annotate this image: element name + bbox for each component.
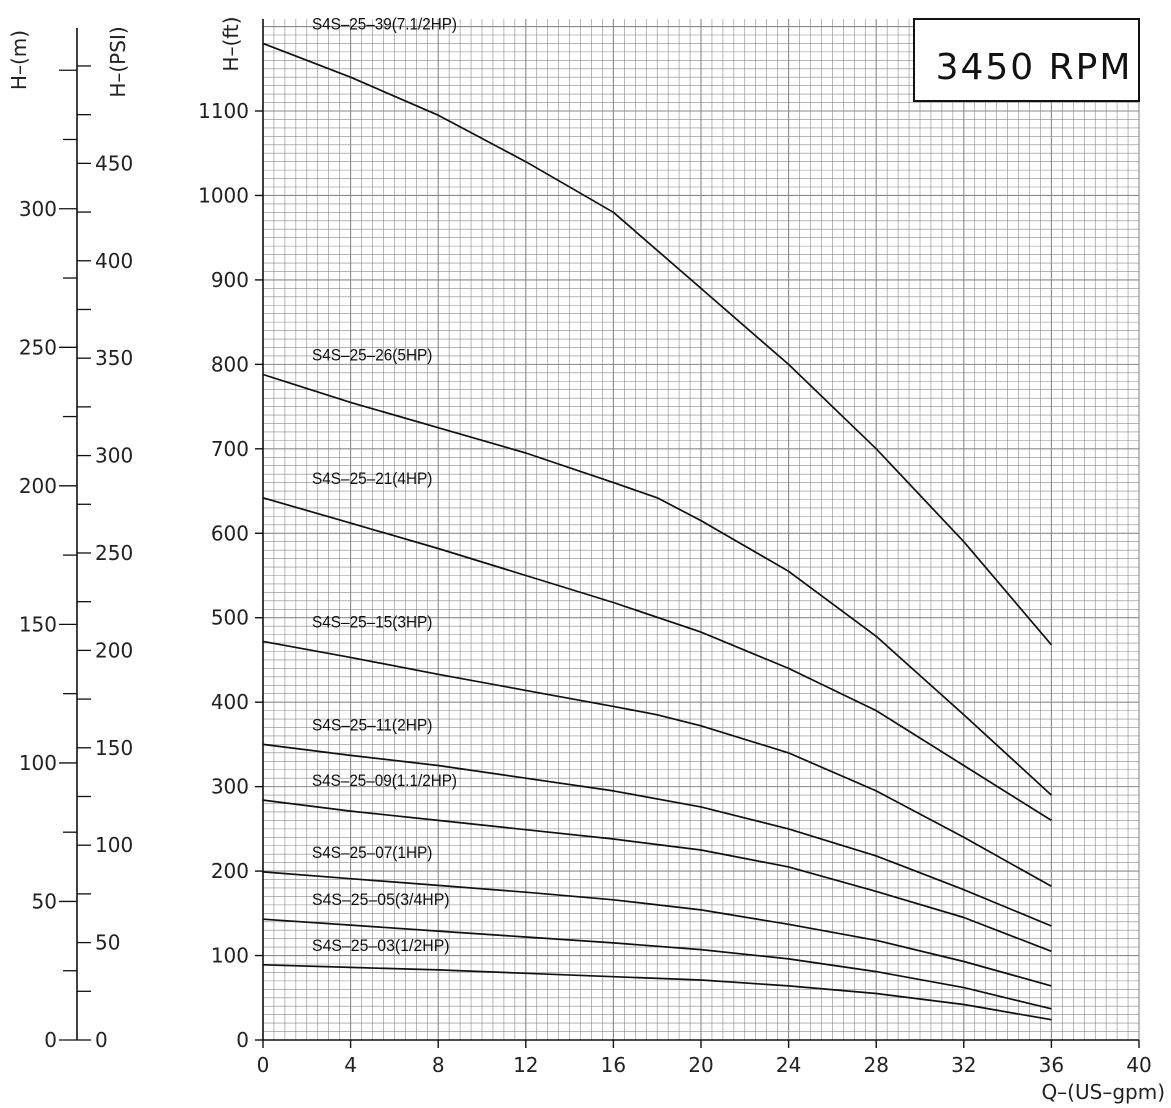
psi-tick-label: 0 xyxy=(95,1028,108,1052)
x-tick-label: 16 xyxy=(601,1053,626,1077)
series-line xyxy=(262,640,1052,888)
m-tick-label: 100 xyxy=(19,751,57,775)
rpm-box: 3450 RPM xyxy=(913,18,1140,102)
x-tick-label: 4 xyxy=(344,1053,357,1077)
series-label: S4S–25–03(1/2HP) xyxy=(312,936,450,955)
y-tick-label: 1000 xyxy=(198,183,249,207)
psi-tick-label: 150 xyxy=(95,736,133,760)
m-tick-label: 300 xyxy=(19,197,57,221)
series-label: S4S–25–09(1.1/2HP) xyxy=(312,771,457,790)
series-line xyxy=(262,42,1053,646)
series-line xyxy=(262,373,1052,796)
series-label: S4S–25–05(3/4HP) xyxy=(312,890,450,909)
x-axis-title: Q–(US–gpm) xyxy=(1041,1080,1165,1104)
x-tick-label: 32 xyxy=(951,1053,976,1077)
x-tick-label: 12 xyxy=(513,1053,538,1077)
series-label: S4S–25–26(5HP) xyxy=(312,345,432,364)
series-line xyxy=(262,496,1052,822)
series-line xyxy=(262,963,1052,1021)
y-tick-label: 300 xyxy=(211,775,249,799)
series-line xyxy=(262,799,1052,953)
x-tick-label: 40 xyxy=(1126,1053,1151,1077)
y-tick-label: 1100 xyxy=(198,99,249,123)
psi-tick-label: 450 xyxy=(95,151,133,175)
m-tick-label: 50 xyxy=(32,889,57,913)
y-tick-label: 100 xyxy=(211,944,249,968)
m-tick-label: 200 xyxy=(19,474,57,498)
y-tick-label: 0 xyxy=(236,1028,249,1052)
x-tick-label: 20 xyxy=(688,1053,713,1077)
grid xyxy=(262,19,1140,1041)
psi-tick-label: 50 xyxy=(95,931,120,955)
x-tick-label: 0 xyxy=(257,1053,270,1077)
psi-tick-label: 250 xyxy=(95,541,133,565)
series-label: S4S–25–39(7.1/2HP) xyxy=(312,14,457,33)
m-tick-label: 0 xyxy=(44,1028,57,1052)
x-tick-label: 24 xyxy=(776,1053,801,1077)
y-tick-label: 200 xyxy=(211,859,249,883)
secondary-axes: 0 50 100 150 200 250 300 0 50 100 150 200 250 300 350 4… xyxy=(7,26,133,1052)
y-axis-title: H–(ft) xyxy=(219,16,243,71)
x-tick-label: 28 xyxy=(863,1053,888,1077)
y-tick-label: 400 xyxy=(211,690,249,714)
psi-tick-label: 100 xyxy=(95,833,133,857)
series-label: S4S–25–07(1HP) xyxy=(312,843,432,862)
series-line xyxy=(262,871,1052,987)
y-tick-label: 800 xyxy=(211,352,249,376)
psi-tick-label: 350 xyxy=(95,346,133,370)
series-line xyxy=(262,918,1052,1010)
curves xyxy=(262,42,1053,1021)
y-tick-label: 900 xyxy=(211,268,249,292)
series-label: S4S–25–15(3HP) xyxy=(312,612,432,631)
psi-tick-label: 300 xyxy=(95,444,133,468)
psi-tick-label: 200 xyxy=(95,638,133,662)
series-label: S4S–25–11(2HP) xyxy=(312,715,432,734)
x-tick-label: 8 xyxy=(432,1053,445,1077)
rpm-box-frame xyxy=(913,18,1140,102)
x-tick-label: 36 xyxy=(1039,1053,1064,1077)
m-tick-label: 250 xyxy=(19,335,57,359)
m-axis-title: H–(m) xyxy=(7,30,31,90)
series-line xyxy=(262,743,1052,927)
chart-title: 3450 RPM xyxy=(936,47,1133,88)
y-tick-label: 600 xyxy=(211,521,249,545)
axes: 0 4 8 12 16 20 24 28 32 36 40010020030040050060070… xyxy=(198,16,1165,1104)
y-tick-label: 700 xyxy=(211,437,249,461)
psi-tick-label: 400 xyxy=(95,249,133,273)
m-tick-label: 150 xyxy=(19,612,57,636)
y-tick-label: 500 xyxy=(211,606,249,630)
curve-labels: S4S–25–39(7.1/2HP) S4S–25–26(5HP) S4S–25–2… xyxy=(312,14,457,954)
series-label: S4S–25–21(4HP) xyxy=(312,469,432,488)
psi-axis-title: H–(PSI) xyxy=(106,26,130,97)
